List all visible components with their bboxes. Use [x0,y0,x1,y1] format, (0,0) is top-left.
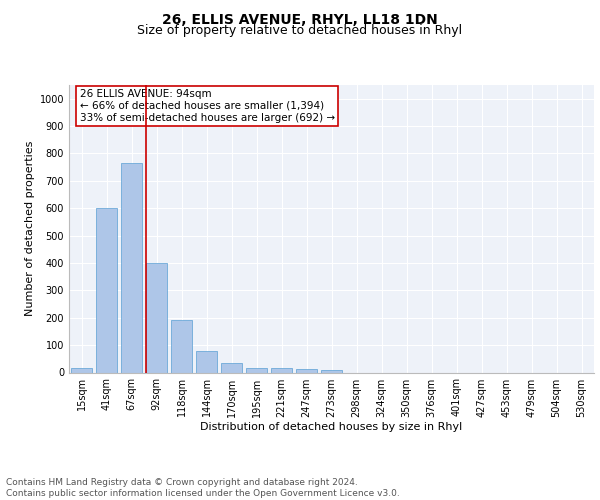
Text: 26 ELLIS AVENUE: 94sqm
← 66% of detached houses are smaller (1,394)
33% of semi-: 26 ELLIS AVENUE: 94sqm ← 66% of detached… [79,90,335,122]
X-axis label: Distribution of detached houses by size in Rhyl: Distribution of detached houses by size … [200,422,463,432]
Text: Size of property relative to detached houses in Rhyl: Size of property relative to detached ho… [137,24,463,37]
Bar [246,368,267,372]
Bar [96,208,117,372]
Bar [146,263,167,372]
Bar [171,320,192,372]
Bar [121,163,142,372]
Bar [271,368,292,372]
Bar [321,370,342,372]
Y-axis label: Number of detached properties: Number of detached properties [25,141,35,316]
Bar [71,368,92,372]
Text: 26, ELLIS AVENUE, RHYL, LL18 1DN: 26, ELLIS AVENUE, RHYL, LL18 1DN [162,12,438,26]
Bar [196,351,217,372]
Bar [296,369,317,372]
Text: Contains HM Land Registry data © Crown copyright and database right 2024.
Contai: Contains HM Land Registry data © Crown c… [6,478,400,498]
Bar [221,363,242,372]
